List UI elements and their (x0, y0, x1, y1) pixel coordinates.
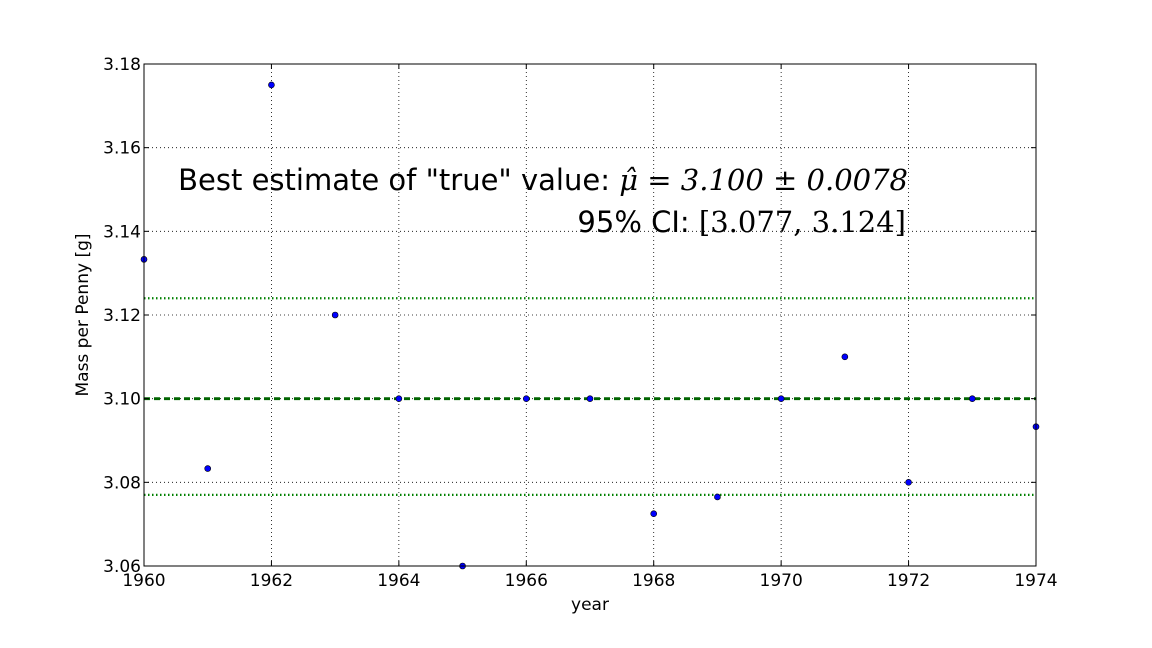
y-axis-label: Mass per Penny [g] (73, 233, 93, 396)
y-tick-label: 3.14 (103, 222, 141, 242)
y-tick-label: 3.12 (103, 306, 141, 326)
data-point (968, 395, 976, 402)
data-point (586, 395, 594, 402)
x-axis-label: year (571, 595, 609, 615)
confidence-interval-math: [3.077, 3.124] (699, 205, 906, 239)
x-tick-label: 1974 (1014, 571, 1057, 591)
data-points (140, 81, 1040, 570)
data-point (714, 493, 721, 501)
y-tick-label: 3.06 (103, 557, 141, 577)
data-point (204, 465, 212, 472)
data-point (395, 395, 403, 402)
confidence-interval-text: 95% CI: (577, 205, 698, 239)
data-point (650, 510, 658, 518)
y-tick-label: 3.16 (103, 139, 141, 159)
x-tick-label: 1968 (632, 571, 675, 591)
data-point (522, 395, 530, 402)
grid-lines (143, 63, 1037, 567)
data-point (268, 81, 275, 89)
best-estimate-text: Best estimate of "true" value: (178, 163, 619, 197)
x-tick-label: 1970 (760, 571, 803, 591)
data-point (905, 479, 912, 486)
plot-frame (143, 63, 1037, 567)
best-estimate-annotation: Best estimate of "true" value: μ̂ = 3.10… (178, 163, 908, 197)
y-tick-label: 3.18 (103, 55, 141, 75)
x-tick-label: 1966 (505, 571, 548, 591)
best-estimate-math: μ̂ = 3.100 ± 0.0078 (619, 163, 908, 197)
y-tick-label: 3.08 (103, 473, 141, 493)
data-point (777, 395, 785, 402)
x-tick-label: 1962 (250, 571, 293, 591)
x-tick-label: 1960 (122, 571, 165, 591)
x-tick-label: 1964 (377, 571, 420, 591)
confidence-interval-annotation: 95% CI: [3.077, 3.124] (577, 205, 906, 239)
x-tick-label: 1972 (887, 571, 930, 591)
y-tick-label: 3.10 (103, 390, 141, 410)
data-point (331, 311, 339, 319)
axis-ticks: 1960 1962 1964 1966 1968 1970 1972 1974 3.06 3.08… (103, 55, 1057, 591)
data-point (841, 353, 849, 361)
